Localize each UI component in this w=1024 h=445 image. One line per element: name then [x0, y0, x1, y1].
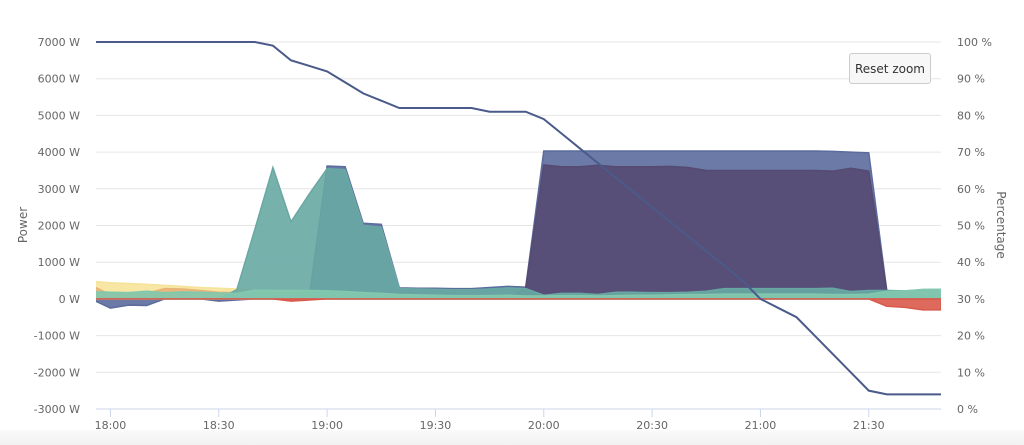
y-left-tick-label: 7000 W	[38, 36, 80, 49]
x-tick-label: 18:00	[95, 419, 127, 432]
y-right-tick-label: 20 %	[957, 330, 985, 343]
y-right-tick-label: 70 %	[957, 146, 985, 159]
axis-ticks: -3000 W -2000 W -1000 W 0 W 1000 W 2000 W 3000…	[34, 36, 992, 432]
y-right-tick-label: 100 %	[957, 36, 992, 49]
series-layer	[96, 41, 941, 396]
x-tick-label: 20:30	[636, 419, 668, 432]
y-left-tick-label: 3000 W	[38, 183, 80, 196]
footer-bar	[0, 430, 1024, 445]
x-tick-label: 18:30	[203, 419, 235, 432]
y-left-tick-label: 4000 W	[38, 146, 80, 159]
area-series-5	[96, 288, 941, 300]
x-tick-label: 20:00	[528, 419, 560, 432]
y-right-tick-label: 90 %	[957, 73, 985, 86]
y-right-tick-label: 0 %	[957, 403, 978, 416]
y-left-tick-label: -3000 W	[34, 403, 80, 416]
reset-zoom-button[interactable]: Reset zoom	[849, 53, 931, 84]
x-tick-label: 21:00	[745, 419, 777, 432]
y-left-tick-label: 0 W	[59, 293, 80, 306]
area-series-6	[96, 298, 941, 311]
x-tick-label: 19:00	[311, 419, 343, 432]
y-left-tick-label: 2000 W	[38, 220, 80, 233]
y-left-tick-label: -1000 W	[34, 330, 80, 343]
y-left-tick-label: -2000 W	[34, 366, 80, 379]
x-tick-label: 19:30	[420, 419, 452, 432]
y-right-tick-label: 10 %	[957, 366, 985, 379]
y-right-axis-title: Percentage	[994, 191, 1008, 259]
area-series-1	[96, 164, 941, 300]
y-right-tick-label: 60 %	[957, 183, 985, 196]
y-left-axis-title: Power	[16, 207, 30, 243]
y-left-tick-label: 1000 W	[38, 256, 80, 269]
area-series-4	[96, 165, 941, 300]
percentage-line	[96, 41, 941, 396]
y-right-tick-label: 30 %	[957, 293, 985, 306]
y-right-tick-label: 80 %	[957, 109, 985, 122]
x-tick-label: 21:30	[853, 419, 885, 432]
y-right-tick-label: 50 %	[957, 220, 985, 233]
y-left-tick-label: 5000 W	[38, 109, 80, 122]
y-left-tick-label: 6000 W	[38, 73, 80, 86]
y-right-tick-label: 40 %	[957, 256, 985, 269]
